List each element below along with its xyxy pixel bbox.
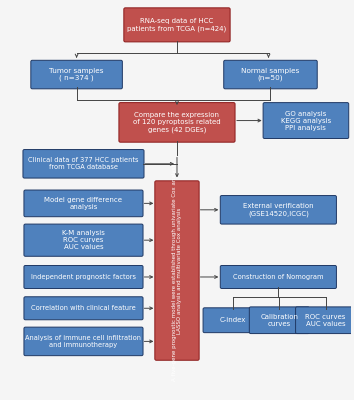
FancyBboxPatch shape [296,307,354,334]
Text: Tumor samples
( n=374 ): Tumor samples ( n=374 ) [49,68,104,81]
Text: A five-gene prognostic model were established through univariate Cox analysis,
L: A five-gene prognostic model were establ… [172,160,182,381]
Text: Compare the expression
of 120 pyroptosis related
genes (42 DGEs): Compare the expression of 120 pyroptosis… [133,112,221,133]
FancyBboxPatch shape [24,266,143,288]
Text: Clinical data of 377 HCC patients
from TCGA database: Clinical data of 377 HCC patients from T… [28,157,139,170]
Text: Correlation with clinical feature: Correlation with clinical feature [31,305,136,311]
Text: GO analysis
KEGG analysis
PPI analysis: GO analysis KEGG analysis PPI analysis [281,110,331,130]
FancyBboxPatch shape [124,8,230,42]
FancyBboxPatch shape [263,103,349,138]
FancyBboxPatch shape [23,150,144,178]
Text: Model gene difference
analysis: Model gene difference analysis [45,197,122,210]
FancyBboxPatch shape [203,308,263,333]
Text: External verification
(GSE14520,ICGC): External verification (GSE14520,ICGC) [243,203,314,216]
FancyBboxPatch shape [31,60,122,89]
Text: Construction of Nomogram: Construction of Nomogram [233,274,324,280]
Text: Normal samples
(n=50): Normal samples (n=50) [241,68,300,81]
FancyBboxPatch shape [224,60,317,89]
Text: K-M analysis
ROC curves
AUC values: K-M analysis ROC curves AUC values [62,230,105,250]
FancyBboxPatch shape [249,307,309,334]
FancyBboxPatch shape [220,266,336,288]
Text: Analysis of immune cell infiltration
and immunotherapy: Analysis of immune cell infiltration and… [25,335,142,348]
FancyBboxPatch shape [24,224,143,256]
FancyBboxPatch shape [220,196,336,224]
FancyBboxPatch shape [24,297,143,320]
FancyBboxPatch shape [24,190,143,217]
FancyBboxPatch shape [24,327,143,356]
Text: Calibration
curves: Calibration curves [260,314,298,327]
Text: ROC curves
AUC values: ROC curves AUC values [306,314,346,327]
Text: Independent prognostic factors: Independent prognostic factors [31,274,136,280]
Text: RNA-seq data of HCC
patients from TCGA (n=424): RNA-seq data of HCC patients from TCGA (… [127,18,227,32]
FancyBboxPatch shape [155,181,199,360]
FancyBboxPatch shape [119,103,235,142]
Text: C-index: C-index [220,317,246,323]
